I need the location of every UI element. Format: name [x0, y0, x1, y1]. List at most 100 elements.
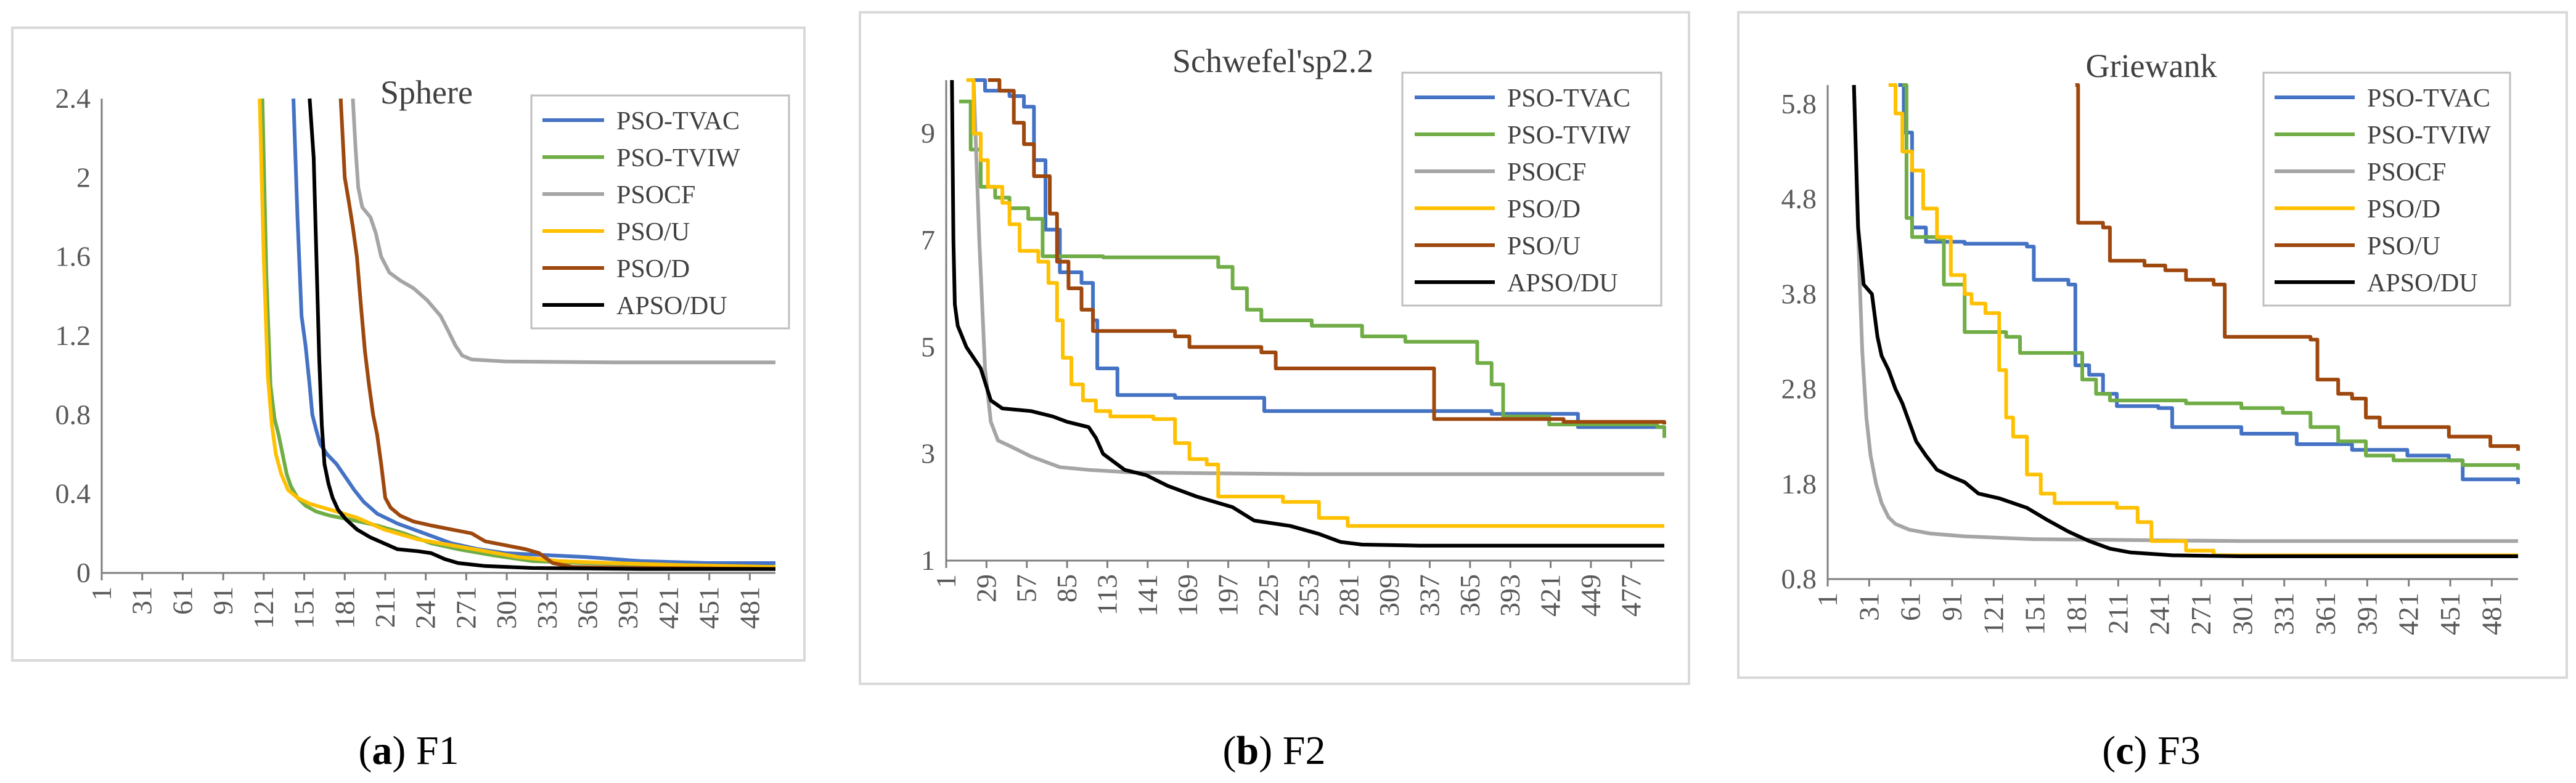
x-tick-label: 211	[2102, 593, 2133, 634]
x-tick-label: 449	[1575, 574, 1606, 617]
x-tick-label: 421	[1535, 574, 1566, 617]
x-tick-label: 309	[1373, 574, 1405, 617]
x-tick-label: 361	[2310, 593, 2341, 635]
series-line-apso-du	[308, 98, 775, 571]
x-tick-label: 365	[1454, 574, 1486, 617]
caption-text: F3	[2148, 728, 2201, 773]
legend-label: PSOCF	[2367, 158, 2446, 187]
y-tick-label: 1.2	[55, 320, 91, 351]
x-tick-label: 481	[734, 586, 765, 629]
x-tick-label: 91	[207, 586, 239, 615]
y-tick-label: 0.4	[55, 478, 91, 509]
x-tick-label: 151	[288, 586, 320, 629]
x-tick-label: 61	[166, 586, 198, 615]
x-tick-label: 1	[1812, 593, 1843, 607]
legend: PSO-TVAC PSO-TVIW PSOCF PSO/D PSO/U APSO/DU	[1401, 71, 1662, 307]
series-line-pso-d	[1888, 83, 2518, 558]
y-tick-label: 3	[921, 438, 935, 469]
series-line-psocf	[351, 98, 775, 365]
legend-entries: PSO-TVAC PSO-TVIW PSOCF PSO/D PSO/U APSO/DU	[1415, 84, 1631, 298]
x-tick-label: 31	[1853, 593, 1884, 621]
y-tick-label: 4.8	[1781, 183, 1817, 214]
legend-label: PSO/U	[1507, 232, 1580, 261]
y-tick-label: 5	[921, 331, 935, 362]
caption-b: (b) F2	[1223, 728, 1326, 773]
x-axis-ticks: 1 29 57 85 113 141 169 197 225 253 281 309 337 365 393…	[930, 559, 1664, 617]
caption-a: (a) F1	[358, 728, 459, 773]
x-tick-label: 331	[2268, 593, 2300, 635]
x-tick-label: 113	[1091, 574, 1122, 615]
y-tick-label: 5.8	[1781, 88, 1817, 120]
legend-label: PSO-TVIW	[616, 144, 740, 172]
plot-series-group	[950, 78, 1666, 548]
y-tick-label: 2.4	[55, 83, 91, 114]
x-tick-label: 393	[1494, 574, 1526, 617]
caption-text: F1	[406, 728, 459, 773]
x-tick-label: 481	[2476, 593, 2507, 635]
x-tick-label: 241	[2144, 593, 2175, 635]
caption-letter: a	[372, 728, 392, 773]
legend-label: PSOCF	[616, 181, 695, 209]
x-tick-label: 271	[450, 586, 481, 629]
x-tick-label: 181	[2061, 593, 2092, 635]
legend-label: PSO-TVAC	[616, 107, 740, 136]
x-tick-label: 1	[930, 574, 962, 588]
x-tick-label: 451	[693, 586, 725, 629]
caption-c: (c) F3	[2102, 728, 2200, 773]
x-tick-label: 181	[329, 586, 360, 629]
legend-label: APSO/DU	[616, 292, 727, 320]
series-line-pso-d	[966, 78, 1664, 528]
x-tick-label: 121	[248, 586, 279, 629]
x-tick-label: 391	[2351, 593, 2382, 635]
caption-text: F2	[1272, 728, 1325, 773]
legend-box	[2262, 71, 2511, 307]
series-line-pso-tvac	[292, 98, 775, 565]
x-tick-label: 301	[2226, 593, 2258, 635]
legend: PSO-TVAC PSO-TVIW PSOCF PSO/D PSO/U APSO/DU	[2262, 71, 2511, 307]
legend-label: APSO/DU	[2367, 269, 2478, 298]
chart-title: Schwefel'sp2.2	[1172, 43, 1373, 79]
chart-panel-griewank: Griewank 0.8 1.8 2.8 3.8 4.8 5.8 1 31 61 91 121 15…	[1737, 11, 2568, 679]
y-tick-label: 7	[921, 224, 935, 256]
x-axis-ticks: 1 31 61 91 121 151 181 211 241 271 301 331 361 391 421…	[1812, 578, 2518, 635]
x-axis-ticks: 1 31 61 91 121 151 181 211 241 271 301 331 361 391 421…	[86, 572, 775, 629]
x-tick-label: 29	[970, 574, 1002, 602]
y-tick-label: 3.8	[1781, 278, 1817, 309]
y-tick-label: 0	[76, 557, 91, 588]
series-line-apso-du	[1852, 84, 2518, 558]
x-tick-label: 361	[572, 586, 603, 629]
legend: PSO-TVAC PSO-TVIW PSOCF PSO/U PSO/D APSO/DU	[530, 94, 790, 330]
series-line-pso-tviw	[1902, 83, 2520, 470]
y-axis-ticks: 1 3 5 7 9	[921, 80, 947, 576]
x-tick-label: 151	[2019, 593, 2051, 635]
x-tick-label: 211	[369, 586, 401, 628]
x-tick-label: 57	[1011, 574, 1042, 602]
y-axis-ticks: 0.8 1.8 2.8 3.8 4.8 5.8	[1781, 85, 1829, 594]
series-line-pso-u	[2075, 83, 2520, 451]
x-tick-label: 281	[1333, 574, 1365, 617]
chart-title: Griewank	[2086, 47, 2217, 84]
y-axis-ticks: 0 0.4 0.8 1.2 1.6 2 2.4	[55, 83, 103, 588]
legend-label: PSO-TVIW	[2367, 121, 2491, 150]
plot-series-group	[1852, 83, 2520, 558]
legend-label: PSO/U	[616, 218, 690, 246]
caption-letter: c	[2116, 728, 2133, 773]
x-tick-label: 331	[531, 586, 563, 629]
x-tick-label: 225	[1253, 574, 1284, 617]
x-tick-label: 91	[1936, 593, 1968, 621]
chart-title: Sphere	[380, 74, 473, 111]
y-tick-label: 9	[921, 118, 935, 149]
y-tick-label: 0.8	[55, 399, 91, 430]
x-tick-label: 1	[86, 586, 117, 601]
x-tick-label: 391	[612, 586, 644, 629]
x-tick-label: 337	[1413, 574, 1445, 617]
series-line-pso-tviw	[260, 98, 776, 569]
legend-box	[530, 94, 790, 330]
legend-label: PSO/U	[2367, 232, 2440, 261]
legend-label: PSO/D	[616, 255, 690, 283]
x-tick-label: 451	[2434, 593, 2466, 635]
series-line-psocf	[1852, 84, 2518, 543]
x-tick-label: 253	[1293, 574, 1324, 617]
